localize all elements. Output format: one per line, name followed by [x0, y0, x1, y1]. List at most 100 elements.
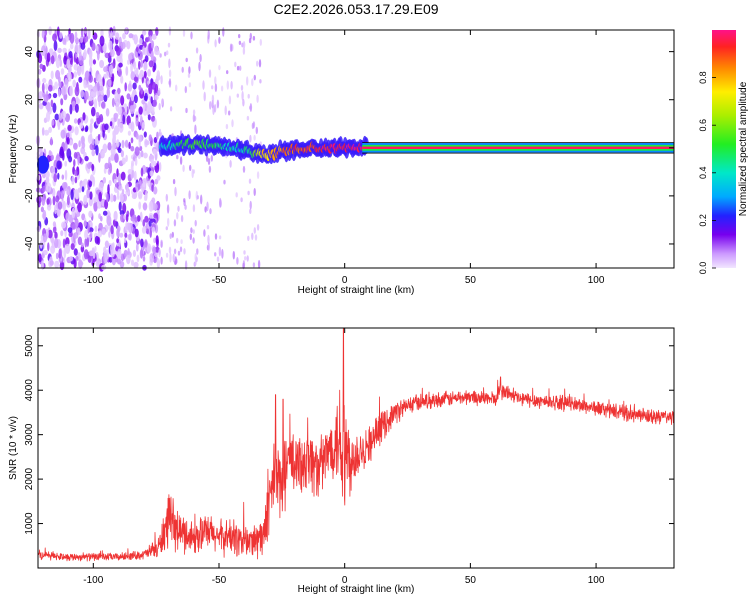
noise-cell — [159, 53, 162, 58]
noise-cell — [133, 170, 137, 181]
noise-cell — [108, 231, 111, 238]
noise-cell — [153, 237, 157, 244]
spectrogram-x-axis-label: Height of straight line (km) — [298, 285, 415, 296]
noise-cell — [156, 258, 161, 269]
noise-cell — [44, 29, 48, 36]
carrier-band-core — [362, 146, 674, 149]
noise-cell — [247, 235, 250, 241]
noise-cell — [127, 83, 133, 92]
noise-cell — [182, 164, 185, 172]
noise-cell — [125, 213, 129, 223]
noise-cell — [127, 248, 130, 256]
noise-cell — [54, 81, 58, 90]
noise-cell — [50, 70, 54, 80]
noise-cell — [90, 91, 95, 98]
snr-series-line — [37, 327, 675, 562]
noise-cell — [116, 93, 120, 99]
noise-cell — [138, 37, 143, 45]
noise-cell — [130, 121, 135, 132]
noise-cell — [129, 104, 135, 115]
noise-cell — [101, 228, 106, 236]
noise-cell — [52, 33, 58, 42]
noise-cell — [102, 177, 107, 184]
noise-cell — [107, 78, 112, 87]
noise-cell — [109, 121, 113, 127]
noise-cell — [128, 141, 131, 149]
noise-cell — [241, 90, 244, 101]
noise-cell — [74, 31, 78, 40]
y-tick-label: 3000 — [24, 423, 35, 446]
noise-cell — [67, 72, 72, 82]
noise-cell — [158, 103, 161, 111]
noise-cell — [146, 243, 152, 254]
noise-cell — [115, 32, 120, 40]
noise-cell — [48, 150, 52, 156]
noise-cell — [174, 256, 177, 266]
noise-cell — [121, 188, 125, 195]
noise-cell — [147, 36, 150, 42]
noise-cell — [89, 191, 93, 200]
noise-cell — [70, 243, 75, 250]
noise-cell — [103, 246, 107, 254]
noise-cell — [152, 99, 158, 108]
noise-cell — [120, 95, 125, 106]
noise-cell — [195, 47, 199, 54]
noise-cell — [124, 82, 127, 92]
noise-cell — [218, 246, 222, 257]
noise-cell — [42, 233, 48, 243]
noise-cell — [133, 261, 139, 269]
noise-cell — [180, 239, 183, 245]
noise-cell — [174, 186, 177, 197]
spectrogram-signal-trace — [158, 133, 369, 165]
noise-cell — [87, 162, 92, 170]
noise-cell — [65, 212, 71, 221]
noise-cell — [59, 148, 65, 159]
noise-cell — [57, 47, 62, 54]
noise-cell — [113, 178, 117, 185]
noise-cell — [94, 246, 97, 252]
noise-cell — [151, 226, 156, 233]
noise-cell — [155, 27, 159, 36]
noise-cell — [60, 68, 65, 75]
noise-cell — [83, 28, 88, 34]
noise-cell — [213, 104, 217, 113]
noise-cell — [185, 57, 188, 63]
noise-cell — [38, 253, 42, 263]
noise-cell — [200, 194, 203, 205]
noise-cell — [143, 152, 148, 159]
noise-cell — [167, 217, 170, 227]
noise-cell — [211, 94, 215, 103]
noise-cell — [256, 224, 260, 231]
noise-cell — [194, 253, 197, 262]
noise-cell — [173, 219, 177, 227]
noise-cell — [62, 47, 67, 54]
noise-cell — [132, 82, 137, 90]
noise-cell — [36, 225, 41, 232]
noise-cell — [69, 256, 74, 262]
noise-cell — [142, 202, 148, 211]
noise-cell — [224, 105, 227, 116]
x-tick-label: 0 — [342, 575, 348, 586]
noise-cell — [98, 222, 103, 231]
noise-cell — [66, 137, 70, 145]
noise-cell — [54, 204, 57, 215]
noise-cell — [71, 175, 75, 185]
noise-cell — [181, 66, 184, 73]
noise-cell — [45, 176, 50, 184]
noise-cell — [234, 61, 237, 68]
noise-cell — [45, 83, 48, 91]
noise-cell — [158, 248, 161, 255]
noise-cell — [257, 259, 261, 269]
noise-cell — [120, 41, 126, 50]
noise-cell — [134, 228, 139, 238]
noise-cell — [117, 147, 122, 153]
noise-cell — [130, 71, 136, 81]
noise-cell — [203, 229, 206, 237]
noise-cell — [54, 113, 60, 121]
noise-cell — [64, 160, 68, 167]
noise-cell — [252, 262, 256, 268]
noise-cell — [248, 178, 252, 184]
noise-cell — [252, 35, 256, 41]
noise-cell — [73, 159, 76, 167]
noise-cell — [136, 254, 140, 263]
